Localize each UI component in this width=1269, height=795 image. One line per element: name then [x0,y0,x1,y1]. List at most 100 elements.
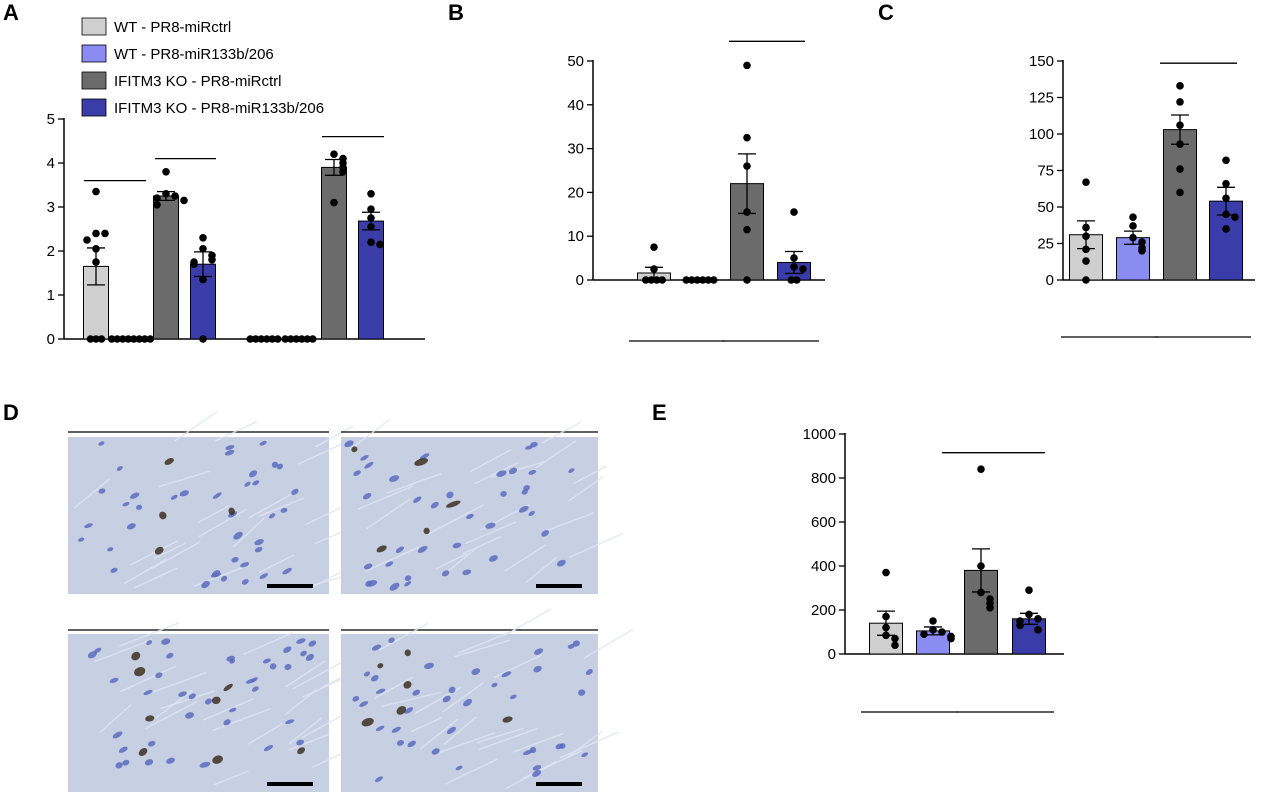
micrograph-fiber [119,622,180,647]
chart-e-data-point [882,568,890,577]
micrograph-nucleus [389,582,400,591]
micrograph-nucleus [452,542,462,549]
micrograph-nucleus [146,640,153,646]
micrograph-stained-cell [423,527,430,535]
micrograph-nucleus [144,759,154,766]
micrograph-nucleus [559,743,566,749]
legend: WT - PR8-miRctrl WT - PR8-miR133b/206 IF… [81,17,324,117]
micrograph-stained-cell [164,457,174,465]
micrograph-fiber [379,622,429,651]
micrograph-nucleus [578,689,586,696]
micrograph-nucleus [211,570,221,578]
micrograph-nucleus [532,769,542,777]
micrograph-fiber [444,758,498,785]
chart-b-y-tick-label: 30 [567,141,584,158]
micrograph-nucleus [305,653,314,661]
micrograph-nucleus [271,461,279,468]
micrograph-nucleus [391,726,401,733]
chart-b-data-point [709,276,718,284]
micrograph-stained-cell [297,747,306,755]
micrograph-nucleus [109,677,119,684]
chart-b-data-point [641,276,650,284]
micrograph-nucleus [233,531,243,540]
micrograph-fiber [474,461,519,485]
chart-c-data-point [1231,213,1239,222]
chart-e-data-point [882,631,890,640]
chart-b-data-point [704,276,713,284]
chart-a-data-point [92,258,100,266]
panel-label-e: E [652,400,667,425]
chart-a-data-point [124,335,133,343]
micrograph-fiber [160,690,215,710]
micrograph-stained-cell [138,748,148,757]
micrograph-fiber [441,681,484,713]
micrograph-nucleus [485,522,496,529]
chart-b-data-point [743,208,751,216]
chart-c-data-point [1222,156,1230,165]
micrograph-stained-cell [414,458,429,466]
chart-a: 0 1 2 3 4 5 [47,111,425,348]
legend-label-wt-ctrl: WT - PR8-miRctrl [114,19,231,36]
chart-a-data-point [281,335,290,343]
chart-c-y-tick-label: 25 [1037,236,1054,253]
micrograph-nucleus [98,441,105,446]
micrograph-image [68,634,329,792]
micrograph-nucleus [385,561,394,567]
micrograph-image [341,634,598,792]
micrograph-fiber [573,465,607,485]
micrograph-stained-cell [502,716,513,723]
micrograph-scale-bar [536,782,582,786]
chart-c-data-point [1082,232,1090,240]
chart-c-data-point [1138,238,1146,246]
micrograph-stained-cell [212,755,223,764]
chart-a-data-point [246,335,255,343]
chart-c-data-point [1082,245,1090,254]
micrograph-fiber [357,485,414,510]
micrograph-nucleus [448,686,456,694]
micrograph-nucleus [446,726,457,734]
micrograph-nucleus [110,567,118,573]
chart-a-data-point [262,335,271,343]
micrograph-nucleus [413,496,422,503]
micrograph-nucleus [496,470,507,477]
micrograph-nucleus [404,581,412,587]
micrograph-nucleus [185,712,194,719]
micrograph-fiber [349,419,391,450]
micrograph-nucleus [282,567,292,575]
legend-label-ko-mir: IFITM3 KO - PR8-miR133b/206 [114,100,324,117]
chart-e-data-point [882,623,890,632]
micrograph-nucleus [115,762,123,769]
micrograph-nucleus [508,467,518,475]
micrograph-nucleus [463,698,473,707]
chart-a-data-point [208,255,216,264]
chart-b-data-point [743,133,751,142]
chart-b-y-tick-label: 50 [567,53,584,70]
micrograph-nucleus [201,580,210,589]
micrograph-fiber [212,707,272,732]
chart-e-data-point [977,588,985,597]
micrograph-fiber [94,638,153,663]
micrograph-fiber [193,565,246,587]
micrograph-fiber [213,770,249,786]
chart-c-data-point [1082,178,1090,186]
micrograph-nucleus [244,481,251,487]
micrograph-nucleus [363,563,373,570]
chart-c-data-point [1129,213,1137,222]
chart-e-data-point [1025,586,1033,594]
micrograph-fiber [568,532,624,559]
chart-a-data-point [330,150,338,158]
micrograph-nucleus [375,688,386,694]
micrograph-nucleus [500,490,507,497]
micrograph-fiber [297,440,349,465]
chart-c-y-tick-label: 75 [1037,163,1054,180]
chart-a-data-point [118,335,127,343]
micrograph-nucleus [285,719,295,725]
micrograph-nucleus [254,538,264,546]
micrograph-fiber [410,716,443,733]
micrograph-fiber [99,704,132,733]
micrograph-stained-cell [159,511,167,520]
chart-e-y-tick-label: 1000 [803,426,836,443]
micrograph-fiber [476,727,524,744]
micrograph-fiber [419,718,458,750]
chart-b-data-point [650,243,658,251]
